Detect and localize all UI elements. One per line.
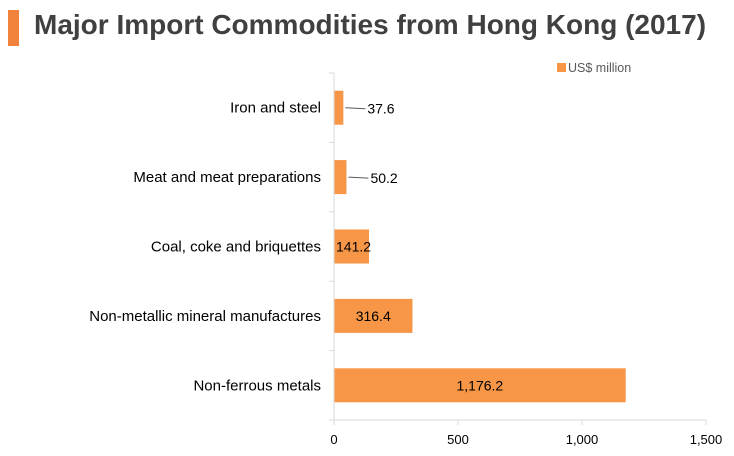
category-label: Non-metallic mineral manufactures [89,308,321,325]
category-label: Meat and meat preparations [133,169,321,186]
legend-label: US$ million [568,61,631,75]
title-accent-bar [8,10,19,46]
bar-5 [334,368,626,403]
data-label-leader [345,107,366,110]
bar-4 [334,298,413,333]
data-label: 50.2 [370,170,397,186]
data-label: 37.6 [367,101,394,117]
legend-swatch [557,63,566,72]
data-label-leader [348,176,369,179]
x-tick-label: 1,000 [566,432,599,447]
bar-2 [334,160,347,195]
x-tick-label: 500 [447,432,469,447]
category-label: Iron and steel [230,100,321,117]
x-tick-label: 1,500 [690,432,723,447]
category-label: Non-ferrous metals [193,377,321,394]
data-label: 316.4 [356,308,391,324]
data-label: 141.2 [336,239,371,255]
category-label: Coal, coke and briquettes [151,239,321,256]
legend: US$ million [557,61,631,75]
bar-3 [334,229,370,264]
data-label: 1,176.2 [456,377,503,393]
chart-title: Major Import Commodities from Hong Kong … [34,9,707,40]
x-tick-label: 0 [330,432,337,447]
bar-1 [334,90,344,125]
